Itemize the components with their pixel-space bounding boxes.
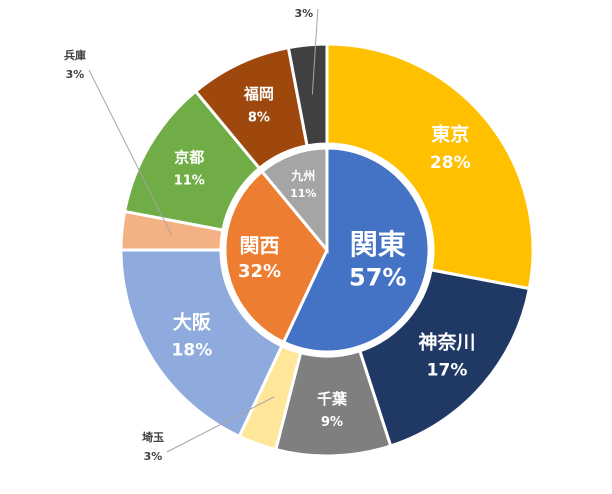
outer-value-8: 3%: [295, 7, 314, 20]
inner-value-2: 11%: [290, 187, 316, 200]
outer-value-0: 28%: [430, 153, 471, 173]
outer-slice-4: [119, 248, 284, 439]
inner-value-1: 32%: [238, 261, 281, 282]
outer-label-5: 兵庫: [64, 48, 86, 62]
inner-slice-1: [223, 169, 329, 345]
outer-value-1: 17%: [427, 361, 468, 381]
inner-label-2: 九州: [290, 168, 315, 183]
inner-label-1: 関西: [240, 234, 280, 258]
inner-slice-2: [259, 146, 329, 255]
outer-value-7: 8%: [248, 110, 270, 125]
outer-slice-8: [286, 42, 329, 148]
inner-slice-0: [281, 146, 431, 354]
outer-slice-1: [357, 268, 532, 448]
leader-line-5: [88, 69, 173, 236]
outer-ring: [119, 42, 535, 458]
outer-label-7: 福岡: [243, 85, 274, 103]
outer-value-5: 3%: [66, 68, 85, 81]
leader-line-3: [166, 396, 275, 453]
leader-line-8: [311, 9, 319, 95]
outer-label-8: 熊本: [293, 0, 315, 1]
outer-label-1: 神奈川: [419, 330, 476, 353]
inner-ring: [223, 146, 431, 354]
outer-value-6: 11%: [174, 174, 205, 189]
inner-value-0: 57%: [349, 264, 406, 292]
outer-value-2: 9%: [321, 415, 343, 430]
outer-label-6: 京都: [174, 148, 204, 166]
outer-label-4: 大阪: [173, 310, 212, 333]
outer-value-3: 3%: [144, 450, 163, 463]
outer-value-4: 18%: [172, 341, 213, 361]
outer-label-3: 埼玉: [142, 430, 164, 444]
outer-label-2: 千葉: [317, 390, 348, 408]
outer-label-0: 東京: [431, 123, 469, 146]
outer-slice-0: [325, 42, 535, 291]
slice-labels: 関東 57% 関西 32% 九州 11% 東京 28% 神奈川 17% 千葉 9% 埼玉 3% 大阪 18% 兵…: [64, 0, 476, 463]
inner-label-0: 関東: [350, 228, 406, 261]
